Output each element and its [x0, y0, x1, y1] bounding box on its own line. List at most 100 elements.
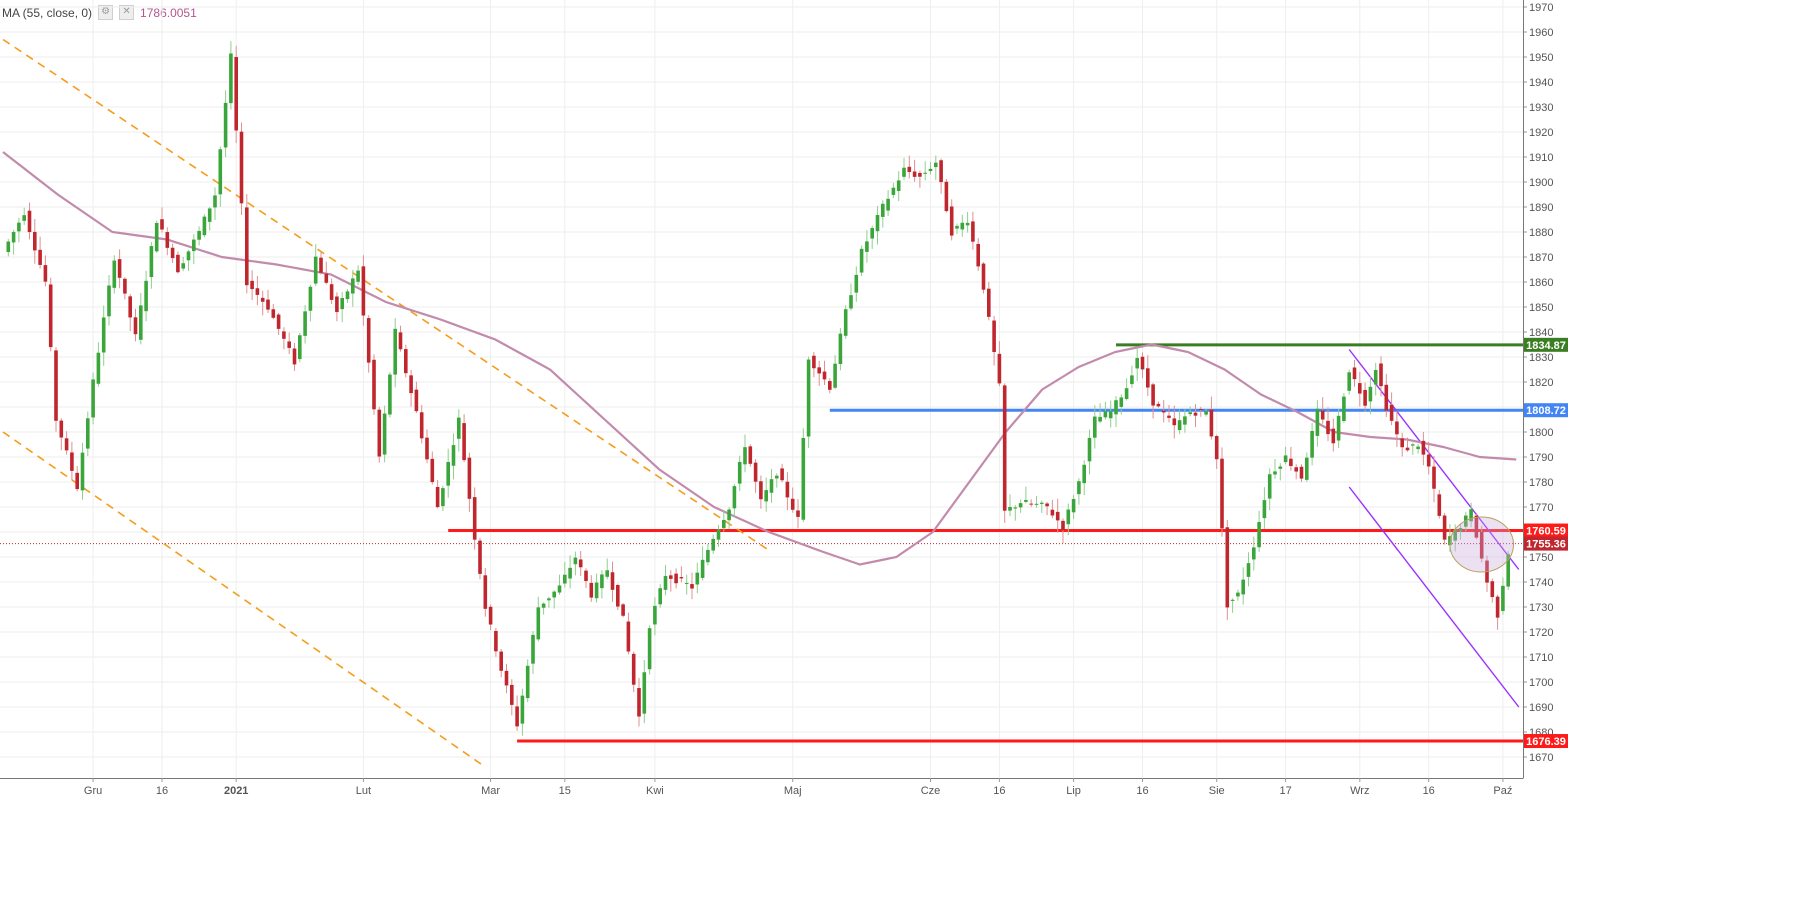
candle-body	[313, 256, 318, 284]
candle-body	[43, 265, 48, 282]
candle-body	[494, 630, 498, 652]
y-tick-label: 1690	[1529, 702, 1553, 714]
candle-body	[727, 509, 731, 521]
x-tick-label: Wrz	[1350, 785, 1369, 797]
candle-body	[881, 203, 885, 217]
candle-body	[1246, 563, 1251, 577]
candle-body	[886, 198, 890, 211]
candle-body	[17, 222, 21, 232]
candle-body	[393, 328, 397, 375]
candle-body	[223, 102, 228, 148]
x-tick-label: Gru	[84, 785, 102, 797]
gear-icon[interactable]: ⚙	[98, 5, 114, 20]
candle-body	[1204, 411, 1208, 415]
candle-body	[875, 215, 880, 232]
candle-body	[282, 331, 286, 339]
last-price-tag	[1524, 536, 1568, 551]
candle-body	[631, 653, 636, 685]
highlight	[1449, 516, 1514, 573]
candle-body	[1453, 529, 1457, 541]
candle-body	[340, 298, 344, 310]
resistance-green-tag	[1524, 337, 1568, 352]
candle-body	[419, 412, 424, 439]
candle-body	[1071, 499, 1076, 513]
x-axis[interactable]: Gru 16 2021 Lut Mar 15 Kwi Maj Cze 16 Lip 16 Sie 17 Wr…	[0, 778, 1524, 797]
candle-body	[202, 216, 207, 236]
candle-body	[1426, 454, 1431, 467]
candle-body	[1469, 509, 1473, 522]
candle-body	[372, 359, 376, 410]
candle-body	[207, 208, 212, 222]
candle-body	[1305, 457, 1309, 480]
candle-body	[467, 457, 472, 499]
candle-body	[451, 445, 456, 466]
candle-body	[186, 251, 191, 261]
candle-body	[1214, 436, 1219, 460]
candle-body	[600, 574, 604, 589]
candle-body	[1103, 411, 1108, 418]
candle-body	[48, 284, 53, 348]
candle-body	[547, 598, 551, 601]
candle-body	[1029, 503, 1033, 505]
candle-body	[176, 254, 180, 273]
candle-body	[928, 168, 933, 172]
candle-body	[1087, 437, 1092, 462]
candle-body	[536, 607, 541, 640]
candle-body	[1310, 430, 1314, 458]
x-tick-label: 16	[1136, 785, 1148, 797]
candle-body	[1358, 383, 1362, 394]
candle-body	[1008, 506, 1012, 511]
candle-body	[923, 172, 927, 174]
candle-body	[101, 317, 106, 353]
candle-body	[992, 320, 996, 352]
candle-body	[594, 582, 599, 599]
candle-body	[446, 461, 450, 486]
y-tick-label: 1960	[1529, 27, 1553, 39]
candle-body	[1130, 375, 1134, 385]
candle-body	[1167, 415, 1171, 418]
y-tick-label: 1830	[1529, 352, 1553, 364]
y-tick-label: 1850	[1529, 302, 1553, 314]
candle-body	[260, 297, 265, 302]
candle-body	[785, 481, 790, 498]
candle-body	[462, 423, 466, 461]
candle-body	[107, 285, 111, 317]
candle-body	[366, 318, 371, 363]
y-tick-label: 1840	[1529, 327, 1553, 339]
y-axis[interactable]: 1670168016901700171017201730174017501760…	[1523, 0, 1553, 778]
candle-body	[525, 665, 530, 699]
x-tick-label: 16	[1423, 785, 1435, 797]
candle-body	[568, 567, 572, 579]
close-icon[interactable]: ✕	[119, 5, 135, 20]
candle-body	[918, 172, 922, 177]
candle-body	[388, 374, 392, 415]
candle-body	[1220, 458, 1224, 529]
x-tick-label: Cze	[921, 785, 941, 797]
candle-body	[981, 263, 986, 290]
candle-body	[1495, 596, 1500, 618]
x-tick-label: Kwi	[646, 785, 664, 797]
candle-body	[854, 274, 859, 293]
candle-body	[541, 603, 546, 608]
candle-body	[144, 280, 148, 312]
candle-body	[1442, 515, 1447, 540]
candle-body	[637, 688, 641, 717]
candle-body	[382, 413, 387, 455]
candle-body	[674, 573, 678, 584]
candle-body	[616, 585, 620, 607]
candle-body	[1299, 466, 1304, 479]
candle-body	[790, 498, 795, 510]
candle-body	[806, 359, 811, 437]
candle-body	[70, 452, 74, 471]
candle-body	[234, 57, 238, 131]
highlight-circle	[1449, 516, 1514, 573]
candle-body	[934, 162, 938, 168]
candle-body	[33, 231, 37, 251]
candle-body	[441, 488, 445, 507]
candle-body	[128, 296, 132, 318]
x-tick-label: Mar	[481, 785, 500, 797]
candle-body	[1098, 416, 1102, 422]
level-red-upper-tag	[1524, 523, 1568, 538]
candle-body	[1384, 384, 1389, 411]
